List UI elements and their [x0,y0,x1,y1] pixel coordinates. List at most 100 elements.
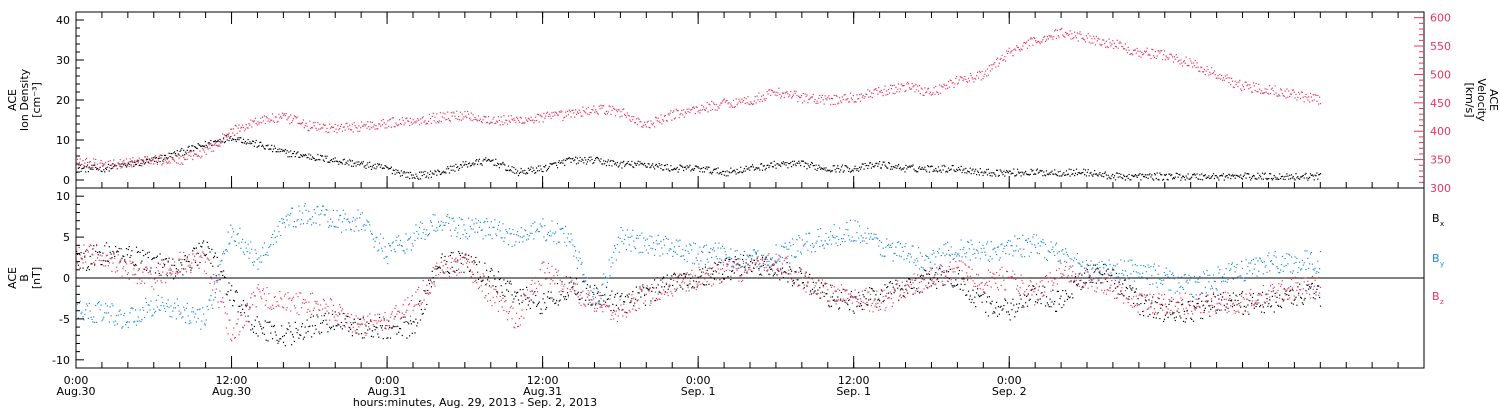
b-x-point [454,271,456,273]
ion-density-point [680,165,682,167]
ion-density-point [761,169,764,171]
b-x-point [139,251,141,253]
b-x-point [1099,272,1101,274]
b-y-point [237,232,239,235]
velocity-point [466,117,468,119]
velocity-point [1271,87,1273,89]
ion-density-point [260,141,262,143]
b-x-point [888,292,890,294]
ion-density-point [702,171,704,173]
b-y-point [151,315,153,317]
velocity-point [319,123,321,125]
ion-density-point [578,160,580,162]
b-y-point [587,290,589,292]
ion-density-point [499,163,501,165]
ion-density-point [1047,174,1049,176]
ion-density-point [934,170,936,172]
velocity-point [586,113,588,115]
b-x-point [360,333,363,335]
ion-density-point [1184,179,1186,181]
b-x-point [506,289,508,291]
ion-density-point [1039,169,1041,171]
b-y-point [378,249,380,251]
velocity-point [311,127,313,129]
velocity-point [103,164,105,166]
ion-density-point [524,169,526,171]
ion-density-point [947,171,949,173]
ion-density-point [1192,174,1194,176]
ion-density-point [1176,172,1178,175]
b-y-point [597,301,599,303]
b-y-point [273,230,275,232]
velocity-point [117,162,119,164]
b-y-point [433,229,435,231]
ion-density-point [937,171,939,173]
b-x-point [801,282,803,284]
ion-density-point [993,172,995,174]
ion-density-point [456,166,458,169]
b-x-point [761,265,763,267]
ion-density-point [560,162,562,164]
ion-density-point [321,155,324,157]
b-y-point [775,244,777,246]
ion-density-point [911,165,913,167]
velocity-point [1058,36,1060,38]
velocity-point [223,137,225,139]
b-x-point [1020,298,1022,300]
b-x-point [526,297,529,299]
ion-density-point [1094,170,1096,172]
ion-density-point [331,159,333,161]
b-x-point [409,320,412,322]
ion-density-point [347,160,349,162]
ion-density-point [141,159,143,161]
b-x-point [1073,281,1075,283]
ion-density-point [1201,173,1203,175]
velocity-point [427,123,429,125]
b-x-point [849,309,851,311]
b-y-point [360,213,362,215]
b-y-point [288,224,290,226]
b-y-point [720,247,722,249]
velocity-point [1267,92,1269,94]
ion-density-point [1077,172,1079,174]
velocity-point [618,109,620,111]
ion-density-point [883,161,885,163]
b-x-point [658,291,660,293]
velocity-point [333,130,335,132]
ion-density-point [1285,175,1287,177]
velocity-point [247,127,249,129]
ion-density-point [567,157,569,159]
b-y-point [308,210,310,212]
ion-density-point [885,165,887,168]
ion-density-point [355,165,357,167]
ion-density-point [1040,170,1042,172]
b-x-point [946,270,948,272]
ion-density-point [673,167,676,169]
b-x-point [595,304,597,306]
b-y-point [795,256,797,258]
ion-density-point [301,156,304,158]
velocity-point [615,109,617,111]
b-x-point [869,287,871,289]
ion-density-point [96,168,98,170]
ion-density-point [1135,175,1137,177]
b-x-point [412,321,414,323]
b-x-point [605,301,607,303]
b-x-point [503,279,505,281]
b-y-point [173,307,175,309]
b-x-point [684,276,686,278]
b-x-point [1228,299,1230,301]
ion-density-point [1300,176,1303,178]
b-y-point [550,235,552,237]
ion-density-point [810,161,813,164]
velocity-point [375,125,377,127]
b-y-point [323,214,325,216]
velocity-point [1181,62,1183,64]
ion-density-point [1228,173,1230,175]
velocity-point [401,117,403,119]
b-y-point [468,217,470,219]
ion-density-point [652,163,654,165]
b-x-point [1065,290,1067,292]
ion-density-point [415,173,417,175]
ion-density-point [1100,174,1102,176]
